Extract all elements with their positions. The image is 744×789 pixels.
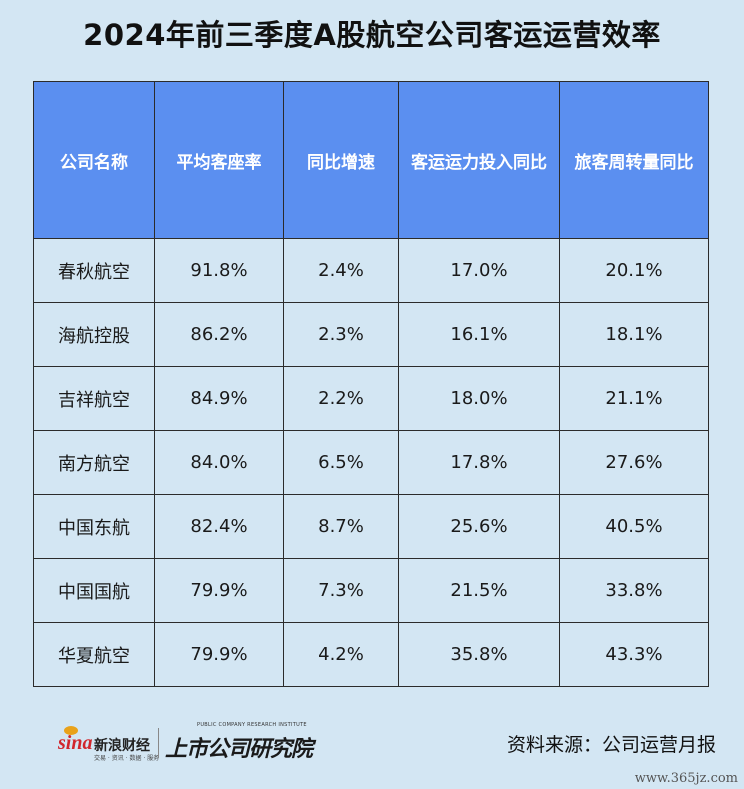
cell-capacity-yoy: 18.0% <box>398 366 560 431</box>
efficiency-table: 公司名称 平均客座率 同比增速 客运运力投入同比 旅客周转量同比 春秋航空 91… <box>33 81 709 687</box>
table-row: 中国国航 79.9% 7.3% 21.5% 33.8% <box>33 558 709 623</box>
cell-yoy-growth: 2.2% <box>283 366 399 431</box>
footer: sina 新浪财经 交易 · 资讯 · 数据 · 服务 PUBLIC COMPA… <box>0 712 744 789</box>
cell-company: 中国国航 <box>33 558 155 623</box>
cell-rpk-yoy: 40.5% <box>559 494 709 559</box>
cell-yoy-growth: 6.5% <box>283 430 399 495</box>
cell-rpk-yoy: 43.3% <box>559 622 709 687</box>
cell-load-factor: 84.0% <box>154 430 284 495</box>
page-title: 2024年前三季度A股航空公司客运运营效率 <box>83 18 661 52</box>
sina-finance-logo: sina 新浪财经 交易 · 资讯 · 数据 · 服务 <box>58 726 160 762</box>
cell-load-factor: 84.9% <box>154 366 284 431</box>
watermark: www.365jz.com <box>634 771 738 786</box>
cell-load-factor: 91.8% <box>154 238 284 303</box>
sina-wordmark: sina <box>58 732 93 754</box>
cell-yoy-growth: 2.3% <box>283 302 399 367</box>
cell-load-factor: 82.4% <box>154 494 284 559</box>
cell-capacity-yoy: 17.8% <box>398 430 560 495</box>
cell-capacity-yoy: 17.0% <box>398 238 560 303</box>
cell-load-factor: 79.9% <box>154 622 284 687</box>
data-source: 资料来源：公司运营月报 <box>506 734 716 756</box>
header-row: 公司名称 平均客座率 同比增速 客运运力投入同比 旅客周转量同比 <box>33 81 709 239</box>
table-row: 春秋航空 91.8% 2.4% 17.0% 20.1% <box>33 238 709 303</box>
table-row: 南方航空 84.0% 6.5% 17.8% 27.6% <box>33 430 709 495</box>
cell-yoy-growth: 7.3% <box>283 558 399 623</box>
sina-finance-name: 新浪财经 <box>94 738 150 754</box>
institute-english-name: PUBLIC COMPANY RESEARCH INSTITUTE <box>197 722 307 728</box>
cell-rpk-yoy: 18.1% <box>559 302 709 367</box>
cell-load-factor: 86.2% <box>154 302 284 367</box>
cell-capacity-yoy: 35.8% <box>398 622 560 687</box>
cell-yoy-growth: 4.2% <box>283 622 399 687</box>
logo-divider <box>158 728 159 758</box>
cell-load-factor: 79.9% <box>154 558 284 623</box>
col-header-capacity-yoy: 客运运力投入同比 <box>398 81 560 239</box>
col-header-rpk-yoy: 旅客周转量同比 <box>559 81 709 239</box>
cell-rpk-yoy: 21.1% <box>559 366 709 431</box>
sina-eye-icon <box>64 726 78 735</box>
cell-capacity-yoy: 21.5% <box>398 558 560 623</box>
cell-rpk-yoy: 20.1% <box>559 238 709 303</box>
cell-yoy-growth: 8.7% <box>283 494 399 559</box>
cell-company: 华夏航空 <box>33 622 155 687</box>
institute-name: 上市公司研究院 <box>165 737 313 762</box>
cell-rpk-yoy: 27.6% <box>559 430 709 495</box>
col-header-company: 公司名称 <box>33 81 155 239</box>
cell-company: 吉祥航空 <box>33 366 155 431</box>
cell-company: 南方航空 <box>33 430 155 495</box>
table-row: 中国东航 82.4% 8.7% 25.6% 40.5% <box>33 494 709 559</box>
col-header-load-factor: 平均客座率 <box>154 81 284 239</box>
table-row: 华夏航空 79.9% 4.2% 35.8% 43.3% <box>33 622 709 687</box>
cell-yoy-growth: 2.4% <box>283 238 399 303</box>
cell-rpk-yoy: 33.8% <box>559 558 709 623</box>
cell-capacity-yoy: 25.6% <box>398 494 560 559</box>
research-institute-logo: PUBLIC COMPANY RESEARCH INSTITUTE 上市公司研究… <box>165 722 340 762</box>
cell-company: 海航控股 <box>33 302 155 367</box>
table-row: 吉祥航空 84.9% 2.2% 18.0% 21.1% <box>33 366 709 431</box>
table-row: 海航控股 86.2% 2.3% 16.1% 18.1% <box>33 302 709 367</box>
cell-company: 中国东航 <box>33 494 155 559</box>
col-header-yoy-growth: 同比增速 <box>283 81 399 239</box>
sina-finance-tagline: 交易 · 资讯 · 数据 · 服务 <box>94 755 160 762</box>
cell-capacity-yoy: 16.1% <box>398 302 560 367</box>
cell-company: 春秋航空 <box>33 238 155 303</box>
